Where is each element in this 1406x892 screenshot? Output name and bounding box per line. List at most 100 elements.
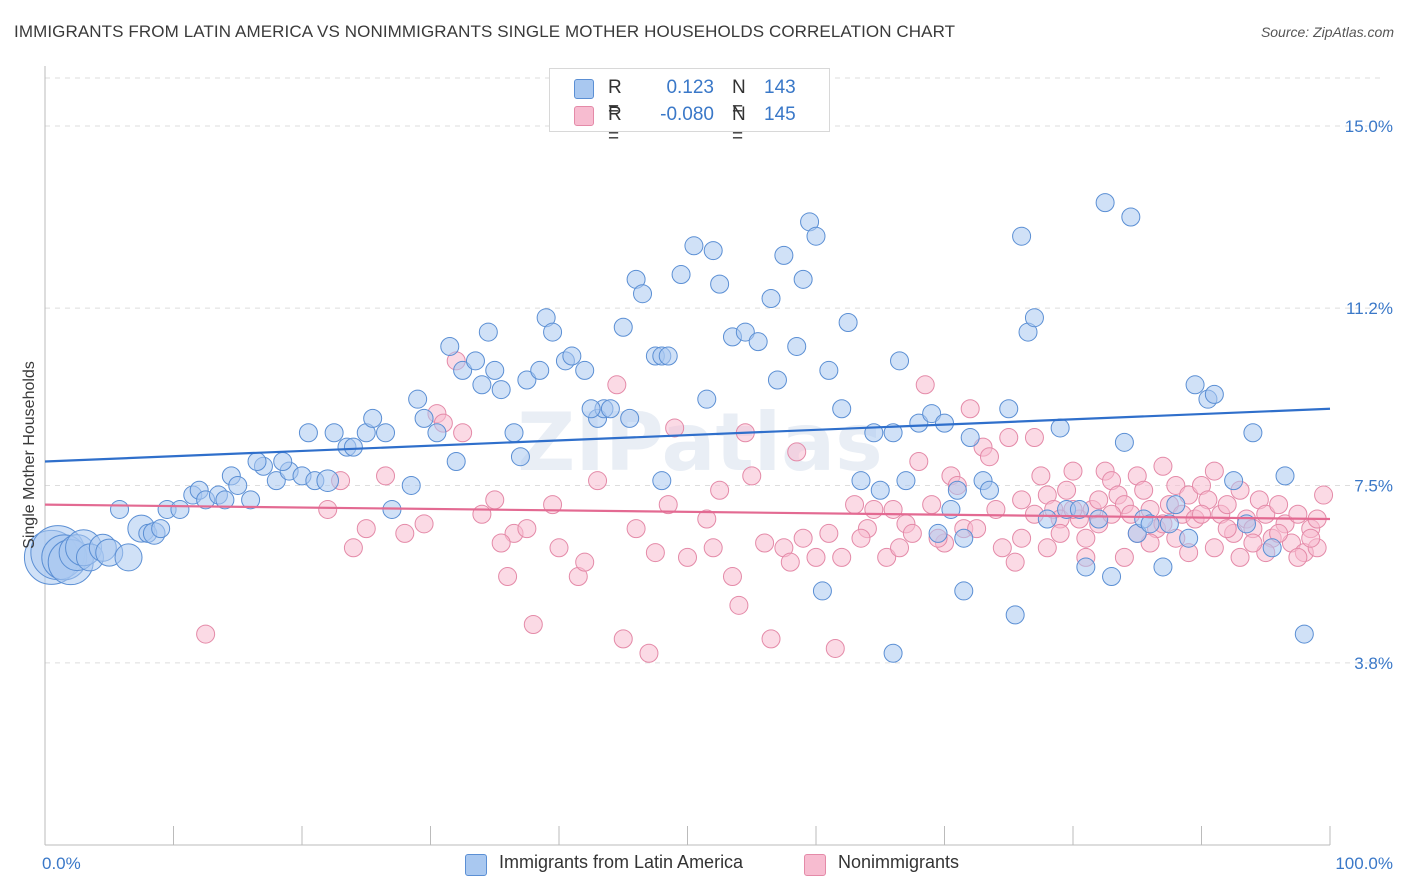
point-immigrants xyxy=(735,322,755,342)
point-immigrants xyxy=(999,399,1019,419)
point-nonimmigrants xyxy=(922,495,942,515)
x-tick-label: 100.0% xyxy=(1335,854,1393,873)
point-nonimmigrants xyxy=(472,504,492,524)
point-immigrants xyxy=(1005,605,1025,625)
point-nonimmigrants xyxy=(1063,461,1083,481)
point-nonimmigrants xyxy=(1288,504,1308,524)
point-immigrants xyxy=(774,245,794,265)
point-nonimmigrants xyxy=(1204,538,1224,558)
point-immigrants xyxy=(935,413,954,433)
point-immigrants xyxy=(1024,308,1044,328)
point-nonimmigrants xyxy=(703,538,723,558)
point-immigrants xyxy=(748,332,768,352)
point-nonimmigrants xyxy=(491,533,511,553)
legend-r-label: R = xyxy=(608,77,622,120)
point-immigrants xyxy=(298,423,318,443)
point-immigrants xyxy=(1204,384,1224,404)
point-immigrants xyxy=(1102,567,1122,587)
point-immigrants xyxy=(832,399,852,419)
point-nonimmigrants xyxy=(613,629,633,649)
trend-line-nonimmigrants xyxy=(44,503,1331,521)
point-immigrants xyxy=(928,523,948,543)
point-nonimmigrants xyxy=(395,523,415,543)
point-immigrants xyxy=(1089,509,1109,529)
point-nonimmigrants xyxy=(1153,456,1173,476)
point-immigrants xyxy=(793,269,813,289)
point-immigrants xyxy=(806,226,826,246)
point-nonimmigrants xyxy=(343,538,363,558)
y-axis-label: Single Mother Households xyxy=(21,361,38,549)
bottom-legend-label: Immigrants from Latin America xyxy=(499,852,744,872)
point-nonimmigrants xyxy=(1031,466,1051,486)
point-nonimmigrants xyxy=(376,466,396,486)
point-immigrants xyxy=(954,581,974,601)
point-immigrants xyxy=(465,351,485,371)
point-nonimmigrants xyxy=(697,509,717,529)
point-immigrants xyxy=(954,528,974,548)
legend-n-value: 143 xyxy=(764,77,796,98)
point-immigrants xyxy=(247,452,267,471)
point-immigrants xyxy=(581,399,601,419)
point-immigrants xyxy=(376,423,396,443)
point-nonimmigrants xyxy=(1134,480,1154,500)
point-immigrants xyxy=(1095,193,1115,213)
point-immigrants xyxy=(697,389,717,409)
point-nonimmigrants xyxy=(999,428,1019,448)
point-nonimmigrants xyxy=(1217,519,1237,539)
point-nonimmigrants xyxy=(645,543,665,563)
point-immigrants xyxy=(1140,514,1160,534)
watermark: ZIPatlas xyxy=(517,396,883,489)
point-nonimmigrants xyxy=(851,528,871,548)
point-immigrants xyxy=(228,475,248,495)
point-immigrants xyxy=(710,274,730,294)
point-nonimmigrants xyxy=(1005,552,1025,572)
point-nonimmigrants xyxy=(1012,490,1032,510)
point-nonimmigrants xyxy=(318,499,338,519)
point-immigrants xyxy=(1159,514,1179,534)
point-nonimmigrants xyxy=(356,519,376,539)
point-immigrants xyxy=(652,471,672,491)
point-immigrants xyxy=(446,452,466,471)
point-nonimmigrants xyxy=(523,614,543,634)
point-nonimmigrants xyxy=(607,375,627,395)
point-nonimmigrants xyxy=(1192,504,1211,524)
point-nonimmigrants xyxy=(710,480,730,500)
point-nonimmigrants xyxy=(1314,485,1334,505)
point-immigrants xyxy=(883,643,903,663)
point-immigrants xyxy=(440,336,460,356)
point-nonimmigrants xyxy=(1243,533,1263,553)
point-immigrants xyxy=(1243,423,1263,443)
point-immigrants xyxy=(1166,495,1186,515)
point-immigrants xyxy=(922,404,942,424)
point-nonimmigrants xyxy=(780,552,800,572)
y-tick-label: 11.2% xyxy=(1346,299,1393,318)
point-nonimmigrants xyxy=(877,547,897,567)
point-immigrants xyxy=(1076,557,1096,577)
point-immigrants xyxy=(543,322,563,342)
point-immigrants xyxy=(1262,538,1282,558)
legend-swatch-blue xyxy=(574,79,594,99)
tick-labels: 3.8% 7.5% 11.2% 15.0% 0.0% 100.0% xyxy=(42,117,1393,873)
point-immigrants xyxy=(478,322,498,342)
point-immigrants xyxy=(620,408,640,428)
point-immigrants xyxy=(517,370,537,390)
point-immigrants xyxy=(1012,226,1032,246)
point-nonimmigrants xyxy=(1179,485,1199,505)
point-immigrants xyxy=(504,423,524,443)
point-immigrants xyxy=(767,370,787,390)
point-immigrants xyxy=(266,471,286,491)
point-immigrants xyxy=(947,480,967,500)
point-immigrants xyxy=(787,336,807,356)
y-tick-label: 15.0% xyxy=(1345,117,1393,136)
point-nonimmigrants xyxy=(678,547,697,567)
point-immigrants xyxy=(510,447,530,467)
legend-swatch-pink xyxy=(574,106,594,126)
point-immigrants xyxy=(761,289,781,309)
trend-line-immigrants xyxy=(44,407,1331,463)
point-immigrants xyxy=(324,423,344,443)
point-nonimmigrants xyxy=(1089,490,1109,510)
point-immigrants xyxy=(110,499,130,519)
y-tick-label: 7.5% xyxy=(1354,476,1393,495)
point-immigrants xyxy=(1121,207,1141,227)
